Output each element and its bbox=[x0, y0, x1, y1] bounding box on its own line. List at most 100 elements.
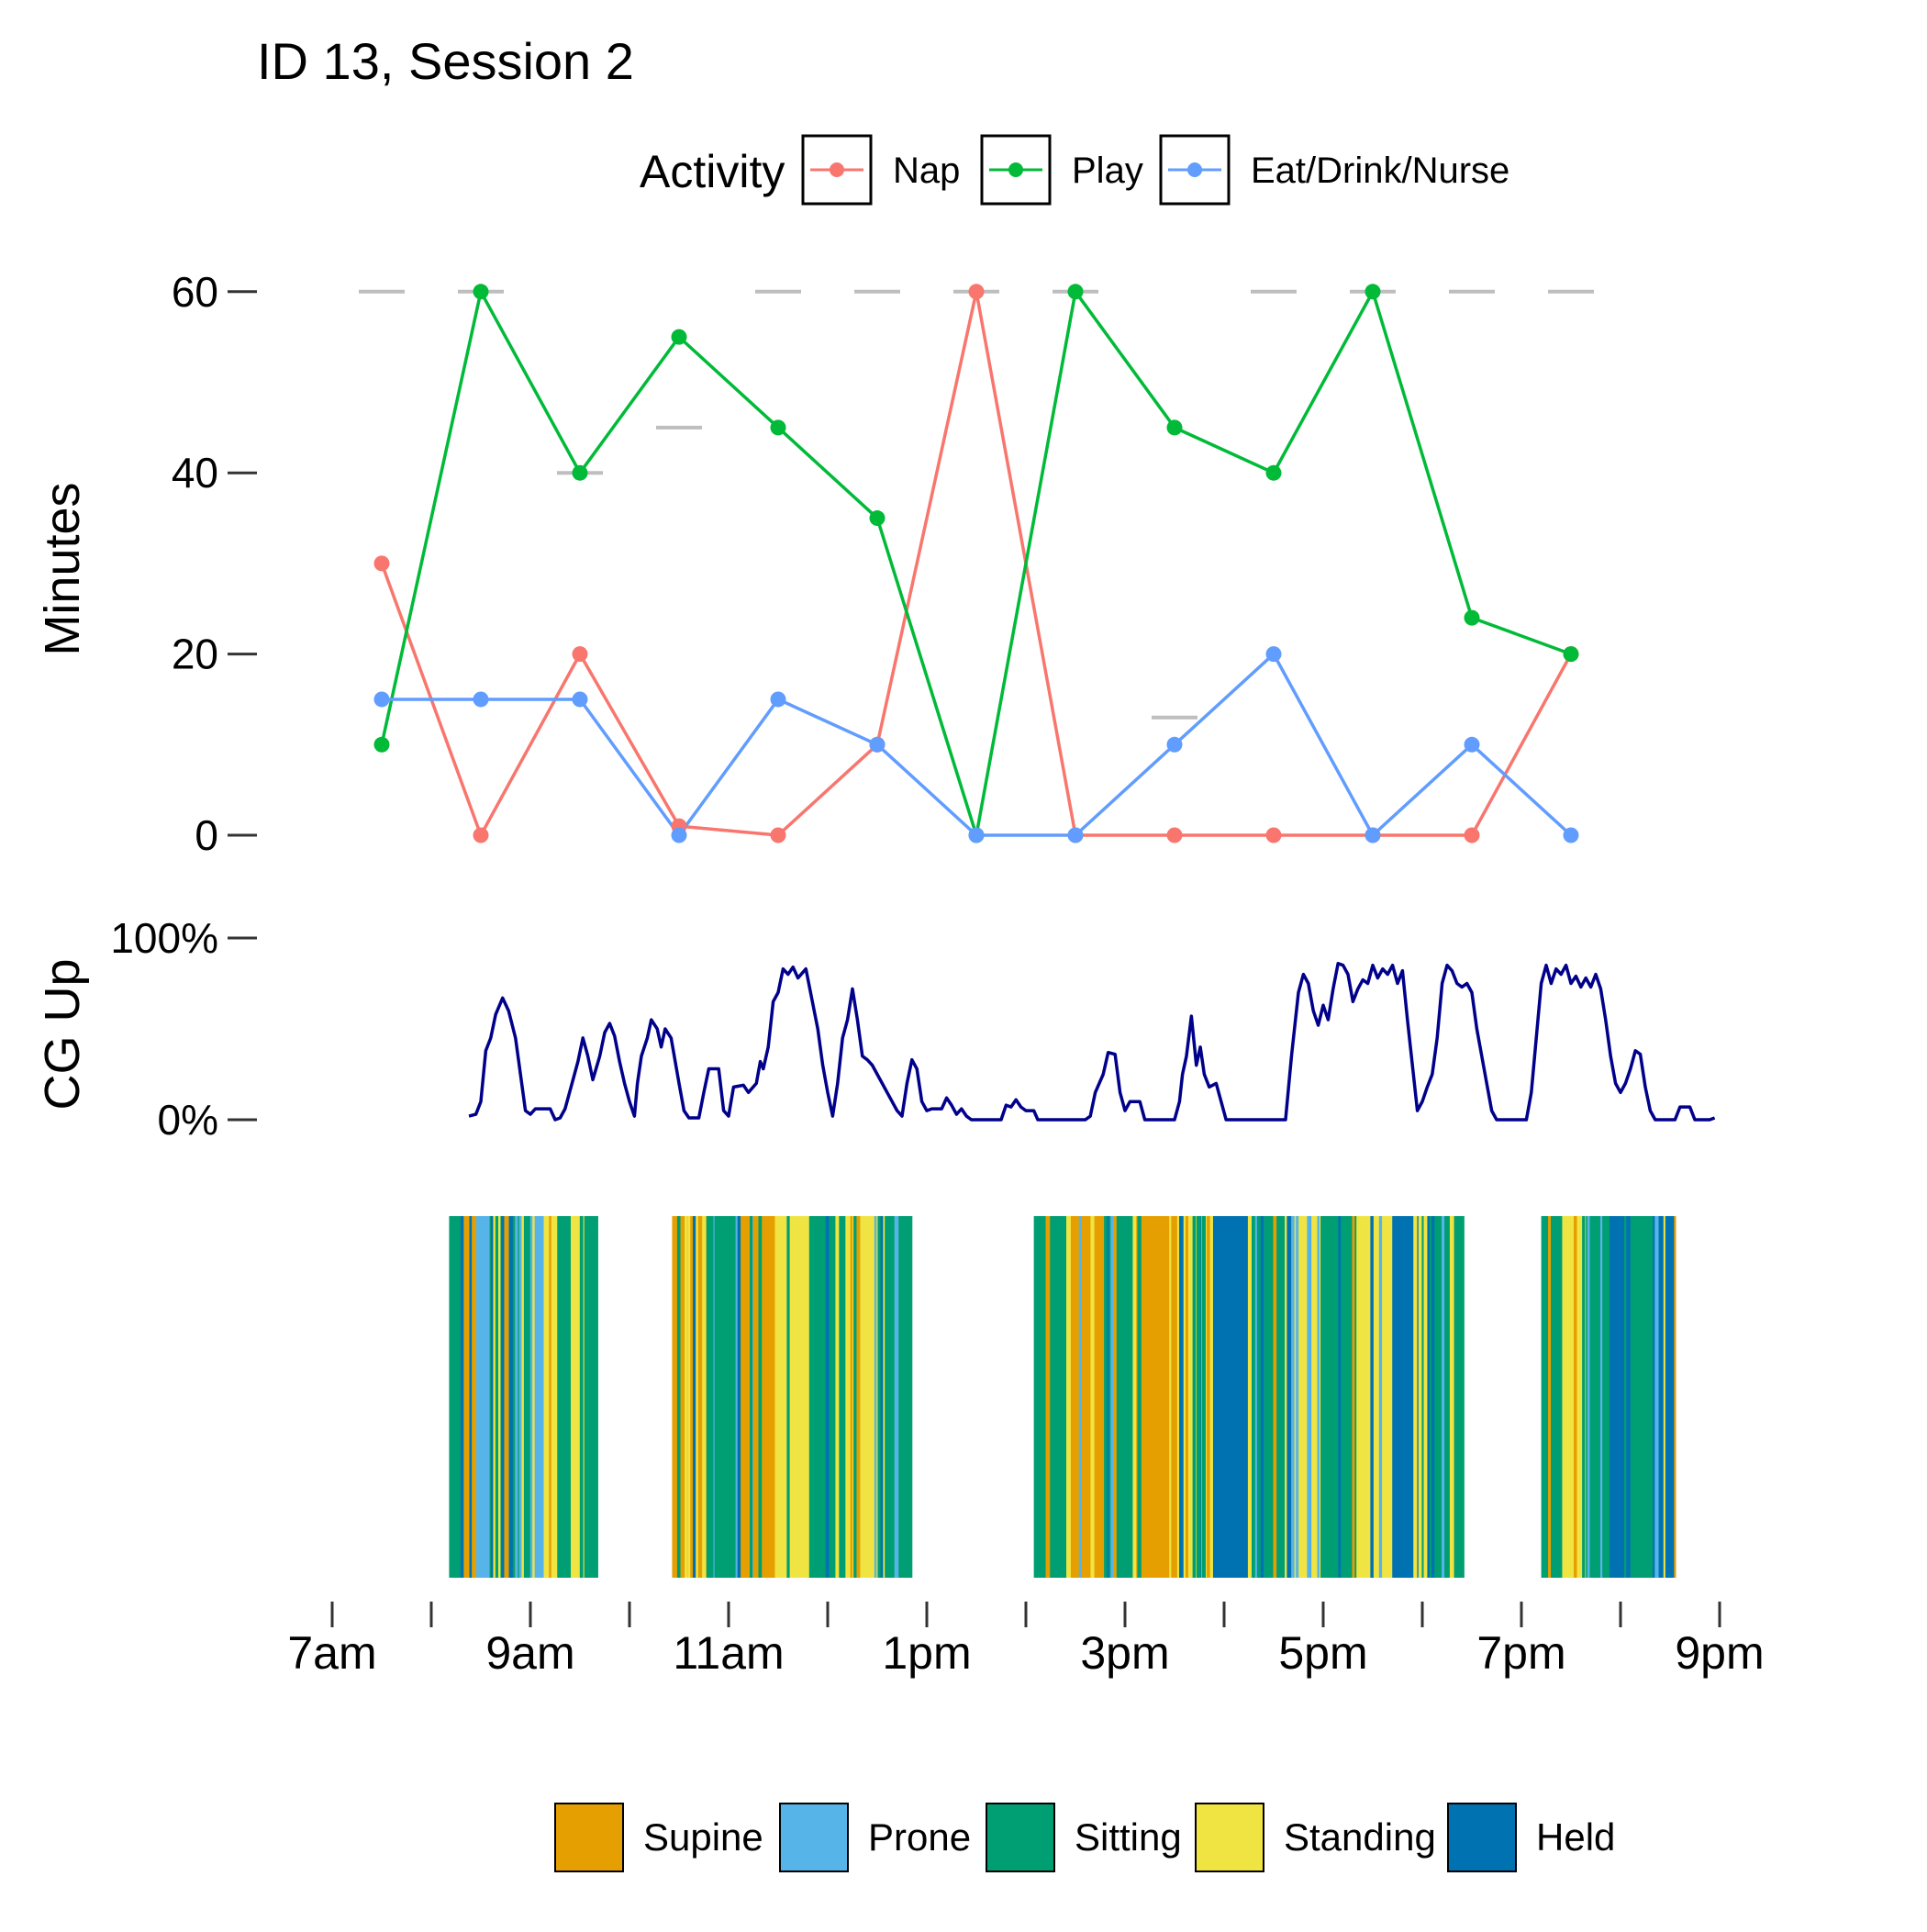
posture-stripe-held bbox=[508, 1216, 513, 1578]
series-point-play bbox=[671, 329, 687, 345]
series-point-eat bbox=[1067, 827, 1084, 843]
posture-stripe-held bbox=[469, 1216, 473, 1578]
posture-stripe-standing bbox=[497, 1216, 501, 1578]
posture-stripe-sitting bbox=[1420, 1216, 1424, 1578]
x-tick-label-5pm: 5pm bbox=[1278, 1627, 1367, 1679]
cg-up-line-group bbox=[468, 961, 1716, 1122]
x-tick-label-11am: 11am bbox=[673, 1627, 784, 1679]
series-point-play bbox=[1265, 464, 1282, 481]
posture-stripe-held bbox=[880, 1216, 884, 1578]
posture-legend-swatch-sitting bbox=[986, 1803, 1055, 1872]
series-point-play bbox=[1364, 284, 1381, 300]
posture-stripe-supine bbox=[742, 1216, 748, 1578]
series-point-eat bbox=[1166, 736, 1183, 753]
series-line-play bbox=[380, 290, 1572, 837]
posture-stripe-held bbox=[1370, 1216, 1374, 1578]
posture-stripe-prone bbox=[1378, 1216, 1383, 1578]
posture-stripe-standing bbox=[1169, 1216, 1172, 1578]
series-point-nap bbox=[473, 827, 489, 843]
series-point-nap bbox=[1464, 827, 1480, 843]
minutes-y-axis: 0 20 40 60 bbox=[172, 268, 257, 859]
posture-stripe-supine bbox=[1112, 1216, 1117, 1578]
posture-legend-swatch-standing bbox=[1195, 1803, 1264, 1872]
series-point-play bbox=[373, 736, 390, 753]
x-tick-label-3pm: 3pm bbox=[1080, 1627, 1169, 1679]
series-point-play bbox=[572, 464, 588, 481]
posture-stripe-held bbox=[1427, 1216, 1431, 1578]
x-tick-label-9am: 9am bbox=[485, 1627, 574, 1679]
posture-stripe-supine bbox=[766, 1216, 771, 1578]
x-tick-label-7pm: 7pm bbox=[1476, 1627, 1565, 1679]
posture-stripe-prone bbox=[1317, 1216, 1320, 1578]
posture-stripe-prone bbox=[1441, 1216, 1445, 1578]
series-line-eat bbox=[382, 652, 1573, 837]
posture-stripe-held bbox=[1338, 1216, 1342, 1578]
posture-stripe-held bbox=[1106, 1216, 1109, 1578]
series-point-nap bbox=[968, 284, 985, 300]
minutes-axis-title: Minutes bbox=[35, 482, 90, 655]
posture-stripe-sitting bbox=[1264, 1216, 1268, 1578]
posture-stripe-held bbox=[490, 1216, 494, 1578]
series-point-nap bbox=[373, 555, 390, 572]
series-point-eat bbox=[1464, 736, 1480, 753]
series-point-eat bbox=[473, 691, 489, 708]
series-point-play bbox=[770, 419, 786, 436]
legend-key-point-eat bbox=[1187, 162, 1202, 177]
posture-stripe-sitting bbox=[786, 1216, 790, 1578]
legend-label-play: Play bbox=[1072, 151, 1143, 191]
series-point-play bbox=[1464, 609, 1480, 626]
posture-stripe-sitting bbox=[1124, 1216, 1127, 1578]
series-point-eat bbox=[1563, 827, 1579, 843]
posture-legend-label-standing: Standing bbox=[1284, 1815, 1436, 1859]
posture-stripe-sitting bbox=[676, 1216, 681, 1578]
cg-up-panel: CG Up 0% 100% bbox=[35, 914, 1716, 1144]
chart-title: ID 13, Session 2 bbox=[257, 32, 634, 90]
posture-stripe-standing bbox=[1423, 1216, 1428, 1578]
posture-segment-supine bbox=[1141, 1216, 1178, 1578]
posture-stripe-sitting bbox=[1104, 1216, 1108, 1578]
activity-legend-title: Activity bbox=[640, 146, 785, 197]
x-tick-label-9pm: 9pm bbox=[1675, 1627, 1764, 1679]
posture-stripe-prone bbox=[1110, 1216, 1114, 1578]
x-tick-label-7am: 7am bbox=[287, 1627, 376, 1679]
series-point-play bbox=[1166, 419, 1183, 436]
posture-stripe-standing bbox=[1090, 1216, 1095, 1578]
activity-points bbox=[373, 284, 1579, 843]
series-point-eat bbox=[1265, 646, 1282, 663]
posture-stripe-standing bbox=[835, 1216, 840, 1578]
posture-stripe-prone bbox=[894, 1216, 899, 1578]
series-point-eat bbox=[373, 691, 390, 708]
posture-stripe-sitting bbox=[511, 1216, 516, 1578]
posture-stripe-held bbox=[1613, 1216, 1616, 1578]
posture-stripe-prone bbox=[1296, 1216, 1299, 1578]
posture-stripe-standing bbox=[1418, 1216, 1422, 1578]
series-point-play bbox=[1563, 646, 1579, 663]
activity-legend: Activity Nap Play Eat/Drink/Nurse bbox=[640, 134, 1509, 206]
series-line-nap bbox=[380, 290, 1573, 837]
posture-stripe-held bbox=[1178, 1216, 1184, 1578]
minutes-tick-label-40: 40 bbox=[172, 449, 218, 497]
series-point-nap bbox=[1265, 827, 1282, 843]
posture-legend-swatch-held bbox=[1447, 1803, 1517, 1872]
reference-totals bbox=[359, 289, 1594, 720]
series-point-play bbox=[473, 284, 489, 300]
posture-stripe-prone bbox=[1587, 1216, 1590, 1578]
series-point-eat bbox=[770, 691, 786, 708]
posture-segment-standing bbox=[843, 1216, 878, 1578]
posture-stripe-prone bbox=[874, 1216, 877, 1578]
posture-legend-swatch-prone bbox=[779, 1803, 849, 1872]
posture-stripe-standing bbox=[532, 1216, 535, 1578]
posture-stripe-standing bbox=[777, 1216, 781, 1578]
posture-stripe-sitting bbox=[1196, 1216, 1201, 1578]
posture-legend-swatch-supine bbox=[554, 1803, 624, 1872]
posture-stripe-held bbox=[1260, 1216, 1264, 1578]
posture-stripe-standing bbox=[1314, 1216, 1318, 1578]
posture-stripe-supine bbox=[1352, 1216, 1355, 1578]
cg-up-axis-title: CG Up bbox=[35, 958, 90, 1110]
posture-stripe-prone bbox=[1078, 1216, 1082, 1578]
posture-segment-prone bbox=[475, 1216, 491, 1578]
posture-stripe-sitting bbox=[1347, 1216, 1352, 1578]
posture-stripe-prone bbox=[1291, 1216, 1295, 1578]
posture-stripe-standing bbox=[702, 1216, 707, 1578]
